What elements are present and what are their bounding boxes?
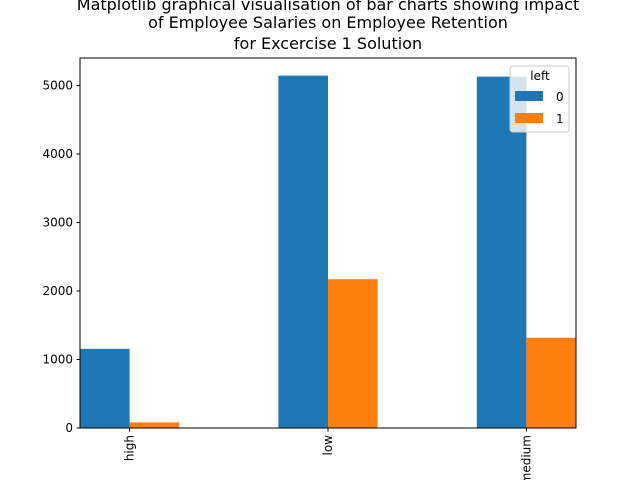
y-tick-label: 4000 [42, 147, 73, 161]
y-tick-label: 0 [65, 421, 73, 435]
bar-medium-series-1 [526, 337, 576, 428]
chart-title-line-2: of Employee Salaries on Employee Retenti… [148, 13, 508, 32]
legend-swatch-1 [515, 113, 543, 123]
legend-title: left [530, 69, 550, 83]
x-axis: high low medium [123, 428, 533, 480]
y-tick-label: 3000 [42, 215, 73, 229]
y-tick-label: 5000 [42, 78, 73, 92]
bar-high-series-0 [80, 348, 130, 428]
bar-low-series-1 [328, 279, 378, 428]
y-axis: 0 1000 2000 3000 4000 5000 [42, 78, 80, 435]
chart-title-line-3: for Excercise 1 Solution [234, 34, 422, 53]
x-tick-label-medium: medium [519, 435, 533, 480]
legend: left 0 1 [509, 65, 570, 133]
bar-high-series-1 [129, 422, 180, 428]
x-tick-label-high: high [123, 435, 137, 461]
legend-label-0: 0 [556, 90, 564, 104]
bar-low-series-0 [278, 75, 328, 429]
legend-label-1: 1 [556, 112, 564, 126]
chart-title: Matplotlib graphical visualisation of ba… [77, 0, 579, 53]
legend-swatch-0 [515, 91, 543, 101]
x-tick-label-low: low [321, 435, 335, 456]
chart-title-line-1: Matplotlib graphical visualisation of ba… [77, 0, 579, 14]
y-tick-label: 2000 [42, 284, 73, 298]
bar-medium-series-0 [476, 76, 527, 429]
y-tick-label: 1000 [42, 352, 73, 366]
bar-series-group [80, 75, 576, 429]
